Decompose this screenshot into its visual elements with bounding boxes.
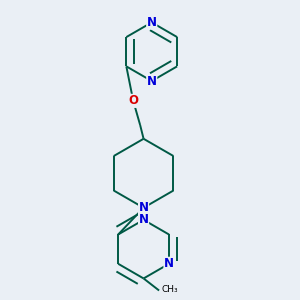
Text: O: O [128,94,138,107]
Text: N: N [164,257,174,270]
Text: CH₃: CH₃ [162,285,178,294]
Text: N: N [147,16,157,29]
Text: N: N [139,201,148,214]
Text: N: N [147,74,157,88]
Text: N: N [139,213,148,226]
